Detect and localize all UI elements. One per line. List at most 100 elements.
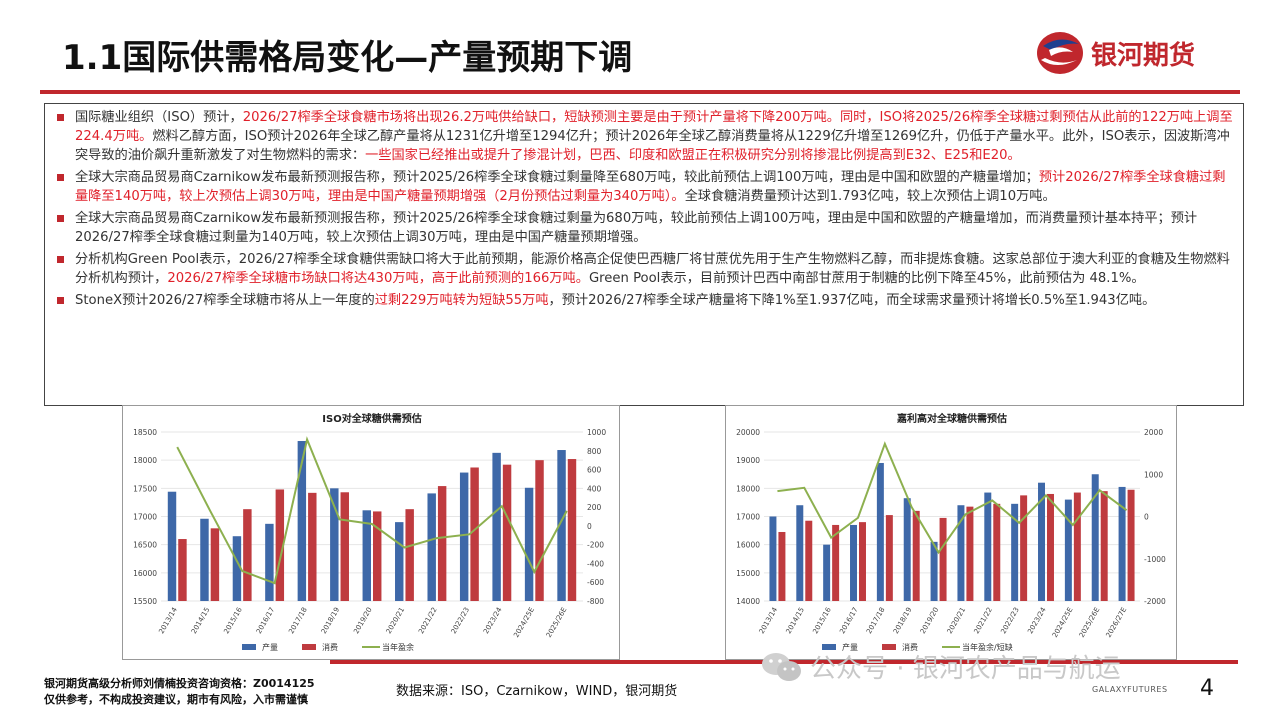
galaxy-futures-label: GALAXYFUTURES: [1092, 685, 1168, 694]
y-tick-right: -800: [587, 597, 604, 606]
bar-consumption: [1047, 493, 1054, 601]
y-tick-right: 0: [1144, 513, 1149, 522]
bar-production: [957, 505, 965, 601]
body-text: 燃料乙醇方面，ISO预计2026年全球乙醇产量将从1231亿升增至1294亿升；…: [75, 129, 1230, 163]
data-source: 数据来源：ISO，Czarnikow，WIND，银河期货: [396, 684, 678, 699]
chart-title: ISO对全球糖供需预估: [322, 412, 421, 425]
bar-production: [984, 492, 992, 601]
bar-consumption: [340, 492, 349, 601]
highlight-text: 预计2026/27榨季全球食糖过剩量降至140万吨，较上次预估上调30万吨，理由…: [75, 170, 1226, 204]
legend-swatch: [822, 644, 836, 650]
body-text: Green Pool表示，目前预计巴西中南部甘蔗用于制糖的比例下降至45%，此前…: [588, 271, 1145, 286]
bar-production: [876, 462, 884, 601]
bar-production: [297, 441, 307, 601]
wechat-icon: [762, 652, 801, 681]
bar-consumption: [1073, 492, 1081, 601]
legend-label: 当年盈余/短缺: [962, 642, 1013, 652]
bar-production: [850, 524, 857, 601]
x-tick: 2023/24: [1026, 606, 1048, 636]
bar-consumption: [470, 467, 479, 601]
x-tick: 2015/16: [222, 606, 244, 636]
bar-consumption: [405, 509, 414, 601]
bar-consumption: [275, 489, 285, 601]
legend-swatch: [242, 644, 256, 650]
y-tick-left: 16000: [736, 541, 760, 550]
y-tick-right: -1000: [1144, 555, 1166, 564]
legend-swatch: [302, 644, 316, 650]
czarnikow-chart: 嘉利高对全球糖供需预估 14000 15000 16000 17000 18000 1900…: [725, 405, 1177, 660]
bar-production: [265, 523, 274, 601]
x-tick: 2019/20: [919, 606, 940, 635]
bar-production: [427, 493, 436, 601]
y-tick-right: 600: [587, 466, 602, 475]
bar-production: [1064, 499, 1072, 601]
x-tick: 2017/18: [287, 606, 308, 635]
y-tick-left: 17500: [133, 484, 157, 493]
y-tick-left: 16500: [133, 541, 157, 550]
body-text: 全球食糖消费量预计达到1.793亿吨，较上次预估上调10万吨。: [684, 189, 1056, 204]
y-tick-left: 18000: [133, 456, 157, 465]
page-title: 1.1国际供需格局变化—产量预期下调: [62, 38, 633, 78]
y-tick-left: 14000: [736, 597, 760, 606]
bar-consumption: [210, 528, 220, 601]
y-tick-right: -2000: [1144, 597, 1166, 606]
disclaimer-line-2: 仅供参考，不构成投资建议，期市有风险，入市需谨慎: [44, 693, 308, 706]
bar-production: [930, 541, 938, 601]
bar-production: [1091, 474, 1099, 601]
bar-production: [903, 498, 911, 601]
surplus-line: [176, 436, 568, 585]
summary-textbox: 国际糖业组织（ISO）预计，2026/27榨季全球食糖市场将出现26.2万吨供给…: [44, 103, 1244, 406]
x-tick: 2024/25E: [1051, 606, 1075, 639]
bar-production: [459, 472, 469, 601]
bullet-item: 全球大宗商品贸易商Czarnikow发布最新预测报告称，预计2025/26榨季全…: [55, 209, 1235, 247]
bar-consumption: [885, 515, 893, 601]
body-text: 全球大宗商品贸易商Czarnikow发布最新预测报告称，预计2025/26榨季全…: [75, 170, 1039, 185]
bar-consumption: [778, 531, 786, 601]
highlight-text: 一些国家已经推出或提升了掺混计划，巴西、印度和欧盟正在积极研究分别将掺混比例提高…: [365, 148, 1021, 163]
bar-production: [1038, 482, 1045, 601]
bar-production: [232, 536, 242, 601]
y-tick-left: 16000: [133, 569, 157, 578]
y-tick-left: 17000: [133, 513, 157, 522]
legend-label: 产量: [842, 642, 858, 652]
galaxy-logo-icon: [1037, 32, 1083, 74]
bar-consumption: [805, 520, 813, 601]
bar-consumption: [912, 510, 920, 601]
bar-production: [769, 516, 777, 601]
czarnikow-chart-svg: 嘉利高对全球糖供需预估 14000 15000 16000 17000 18000 1900…: [736, 412, 1166, 652]
body-text: StoneX预计2026/27榨季全球糖市将从上一年度的: [75, 293, 375, 308]
bar-consumption: [966, 506, 974, 601]
x-tick: 2021/22: [973, 606, 994, 635]
bullet-item: 国际糖业组织（ISO）预计，2026/27榨季全球食糖市场将出现26.2万吨供给…: [55, 108, 1235, 165]
x-tick: 2020/21: [385, 606, 406, 635]
title-divider: [40, 90, 1240, 94]
x-tick: 2022/23: [450, 606, 471, 635]
x-tick: 2024/25E: [512, 606, 536, 639]
bar-production: [200, 518, 209, 601]
x-tick: 2016/17: [255, 606, 276, 635]
bar-consumption: [502, 464, 512, 601]
x-tick: 2022/23: [999, 606, 1020, 635]
x-tick: 2014/15: [785, 606, 806, 635]
y-tick-right: 1000: [587, 428, 606, 437]
x-tick: 2013/14: [758, 606, 780, 636]
bar-consumption: [1020, 495, 1028, 601]
body-text: 国际糖业组织（ISO）预计，: [75, 110, 243, 125]
bar-production: [1118, 486, 1126, 601]
bar-production: [330, 488, 339, 601]
y-tick-right: -400: [587, 559, 604, 568]
bar-consumption: [1100, 491, 1108, 601]
y-tick-left: 15500: [133, 597, 157, 606]
x-tick: 2020/21: [946, 606, 967, 635]
iso-chart: ISO对全球糖供需预估 15500 16000 16500 17000 17500 1800…: [122, 405, 620, 660]
x-tick: 2025/26E: [545, 606, 569, 639]
highlight-text: 2026/27榨季全球糖市场缺口将达430万吨，高于此前预测的166万吨。: [167, 271, 589, 286]
x-tick: 2018/19: [320, 606, 341, 635]
bullet-marker: [57, 215, 64, 222]
legend-label: 当年盈余: [382, 642, 414, 652]
page-number: 4: [1200, 676, 1214, 701]
bar-consumption: [243, 509, 252, 601]
bar-consumption: [1127, 489, 1135, 601]
x-tick: 2019/20: [352, 606, 373, 635]
bar-production: [362, 510, 371, 601]
